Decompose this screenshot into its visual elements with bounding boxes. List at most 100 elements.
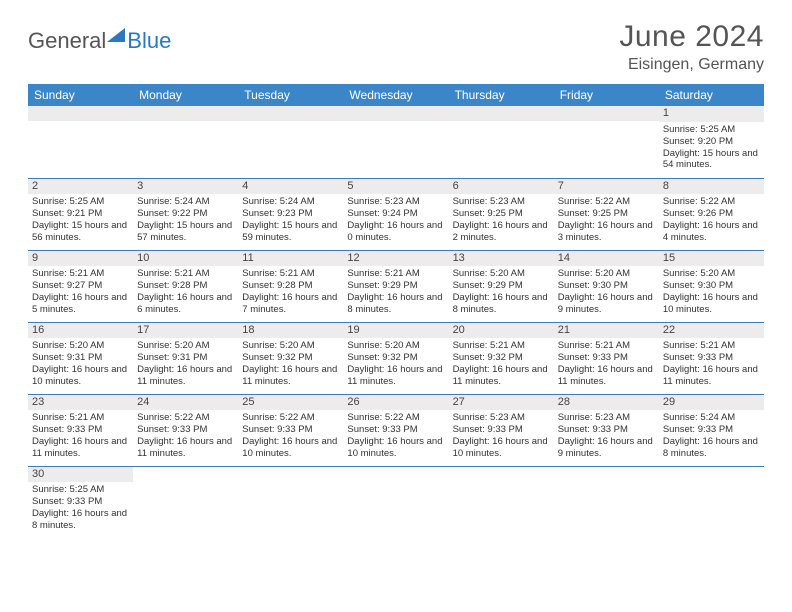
sunset-text: Sunset: 9:33 PM — [453, 424, 550, 436]
calendar-day-cell: 6Sunrise: 5:23 AMSunset: 9:25 PMDaylight… — [449, 178, 554, 250]
calendar-day-cell: 3Sunrise: 5:24 AMSunset: 9:22 PMDaylight… — [133, 178, 238, 250]
calendar-day-cell: 30Sunrise: 5:25 AMSunset: 9:33 PMDayligh… — [28, 466, 133, 538]
sunset-text: Sunset: 9:30 PM — [663, 280, 760, 292]
calendar-day-cell: 29Sunrise: 5:24 AMSunset: 9:33 PMDayligh… — [659, 394, 764, 466]
calendar-day-cell: 2Sunrise: 5:25 AMSunset: 9:21 PMDaylight… — [28, 178, 133, 250]
daylight-text: Daylight: 16 hours and 11 minutes. — [137, 364, 234, 388]
day-number: 8 — [659, 179, 764, 195]
calendar-day-cell: 20Sunrise: 5:21 AMSunset: 9:32 PMDayligh… — [449, 322, 554, 394]
sunrise-text: Sunrise: 5:20 AM — [137, 340, 234, 352]
daylight-text: Daylight: 16 hours and 10 minutes. — [242, 436, 339, 460]
day-number: 17 — [133, 323, 238, 339]
sunset-text: Sunset: 9:31 PM — [32, 352, 129, 364]
sunrise-text: Sunrise: 5:20 AM — [663, 268, 760, 280]
calendar-day-cell: 25Sunrise: 5:22 AMSunset: 9:33 PMDayligh… — [238, 394, 343, 466]
sunset-text: Sunset: 9:20 PM — [663, 136, 760, 148]
sunset-text: Sunset: 9:26 PM — [663, 208, 760, 220]
sunrise-text: Sunrise: 5:21 AM — [558, 340, 655, 352]
daylight-text: Daylight: 16 hours and 9 minutes. — [558, 436, 655, 460]
sunrise-text: Sunrise: 5:22 AM — [558, 196, 655, 208]
calendar-day-cell — [133, 466, 238, 538]
daylight-text: Daylight: 16 hours and 11 minutes. — [453, 364, 550, 388]
sunset-text: Sunset: 9:30 PM — [558, 280, 655, 292]
daylight-text: Daylight: 16 hours and 11 minutes. — [32, 436, 129, 460]
day-number: 7 — [554, 179, 659, 195]
calendar-day-cell — [343, 466, 448, 538]
day-number: 22 — [659, 323, 764, 339]
calendar-day-cell: 16Sunrise: 5:20 AMSunset: 9:31 PMDayligh… — [28, 322, 133, 394]
sunrise-text: Sunrise: 5:24 AM — [137, 196, 234, 208]
daylight-text: Daylight: 15 hours and 54 minutes. — [663, 148, 760, 172]
sunrise-text: Sunrise: 5:21 AM — [32, 268, 129, 280]
daylight-text: Daylight: 16 hours and 11 minutes. — [137, 436, 234, 460]
calendar-week-row: 16Sunrise: 5:20 AMSunset: 9:31 PMDayligh… — [28, 322, 764, 394]
calendar-day-cell: 18Sunrise: 5:20 AMSunset: 9:32 PMDayligh… — [238, 322, 343, 394]
day-number: 29 — [659, 395, 764, 411]
daylight-text: Daylight: 16 hours and 10 minutes. — [347, 436, 444, 460]
calendar-day-cell: 5Sunrise: 5:23 AMSunset: 9:24 PMDaylight… — [343, 178, 448, 250]
header: General Blue June 2024 Eisingen, Germany — [28, 20, 764, 74]
calendar-day-cell: 15Sunrise: 5:20 AMSunset: 9:30 PMDayligh… — [659, 250, 764, 322]
sunrise-text: Sunrise: 5:22 AM — [347, 412, 444, 424]
empty-day-header — [449, 106, 554, 121]
daylight-text: Daylight: 16 hours and 2 minutes. — [453, 220, 550, 244]
day-number: 11 — [238, 251, 343, 267]
calendar-week-row: 2Sunrise: 5:25 AMSunset: 9:21 PMDaylight… — [28, 178, 764, 250]
day-number: 9 — [28, 251, 133, 267]
weekday-header: Saturday — [659, 84, 764, 106]
weekday-header: Tuesday — [238, 84, 343, 106]
sunrise-text: Sunrise: 5:23 AM — [453, 196, 550, 208]
sunrise-text: Sunrise: 5:20 AM — [242, 340, 339, 352]
logo-text-2: Blue — [127, 28, 171, 54]
day-number: 27 — [449, 395, 554, 411]
calendar-day-cell — [449, 466, 554, 538]
calendar-day-cell — [659, 466, 764, 538]
daylight-text: Daylight: 16 hours and 11 minutes. — [663, 364, 760, 388]
day-number: 24 — [133, 395, 238, 411]
calendar-day-cell — [554, 106, 659, 178]
sunrise-text: Sunrise: 5:25 AM — [32, 484, 129, 496]
sunset-text: Sunset: 9:24 PM — [347, 208, 444, 220]
sunset-text: Sunset: 9:29 PM — [347, 280, 444, 292]
day-number: 2 — [28, 179, 133, 195]
calendar-day-cell: 27Sunrise: 5:23 AMSunset: 9:33 PMDayligh… — [449, 394, 554, 466]
sunrise-text: Sunrise: 5:24 AM — [663, 412, 760, 424]
sunset-text: Sunset: 9:33 PM — [242, 424, 339, 436]
sunset-text: Sunset: 9:33 PM — [32, 424, 129, 436]
sunrise-text: Sunrise: 5:23 AM — [453, 412, 550, 424]
title-block: June 2024 Eisingen, Germany — [619, 20, 764, 74]
sunrise-text: Sunrise: 5:21 AM — [242, 268, 339, 280]
daylight-text: Daylight: 16 hours and 11 minutes. — [242, 364, 339, 388]
sunset-text: Sunset: 9:33 PM — [663, 352, 760, 364]
daylight-text: Daylight: 16 hours and 10 minutes. — [32, 364, 129, 388]
title-month: June 2024 — [619, 20, 764, 54]
calendar-day-cell — [28, 106, 133, 178]
page: General Blue June 2024 Eisingen, Germany… — [0, 0, 792, 558]
day-number: 30 — [28, 467, 133, 483]
sunrise-text: Sunrise: 5:23 AM — [558, 412, 655, 424]
sunrise-text: Sunrise: 5:20 AM — [32, 340, 129, 352]
sunset-text: Sunset: 9:32 PM — [347, 352, 444, 364]
sunset-text: Sunset: 9:23 PM — [242, 208, 339, 220]
day-number: 28 — [554, 395, 659, 411]
day-number: 16 — [28, 323, 133, 339]
weekday-header: Friday — [554, 84, 659, 106]
daylight-text: Daylight: 16 hours and 4 minutes. — [663, 220, 760, 244]
sunset-text: Sunset: 9:25 PM — [558, 208, 655, 220]
daylight-text: Daylight: 16 hours and 11 minutes. — [347, 364, 444, 388]
calendar-day-cell: 17Sunrise: 5:20 AMSunset: 9:31 PMDayligh… — [133, 322, 238, 394]
sunset-text: Sunset: 9:27 PM — [32, 280, 129, 292]
sunset-text: Sunset: 9:33 PM — [558, 352, 655, 364]
calendar-week-row: 30Sunrise: 5:25 AMSunset: 9:33 PMDayligh… — [28, 466, 764, 538]
daylight-text: Daylight: 16 hours and 8 minutes. — [453, 292, 550, 316]
daylight-text: Daylight: 16 hours and 10 minutes. — [663, 292, 760, 316]
calendar-day-cell: 13Sunrise: 5:20 AMSunset: 9:29 PMDayligh… — [449, 250, 554, 322]
calendar-week-row: 1Sunrise: 5:25 AMSunset: 9:20 PMDaylight… — [28, 106, 764, 178]
title-location: Eisingen, Germany — [619, 56, 764, 74]
day-number: 14 — [554, 251, 659, 267]
day-number: 25 — [238, 395, 343, 411]
daylight-text: Daylight: 16 hours and 8 minutes. — [347, 292, 444, 316]
calendar-week-row: 23Sunrise: 5:21 AMSunset: 9:33 PMDayligh… — [28, 394, 764, 466]
empty-day-header — [554, 106, 659, 121]
calendar-day-cell: 26Sunrise: 5:22 AMSunset: 9:33 PMDayligh… — [343, 394, 448, 466]
